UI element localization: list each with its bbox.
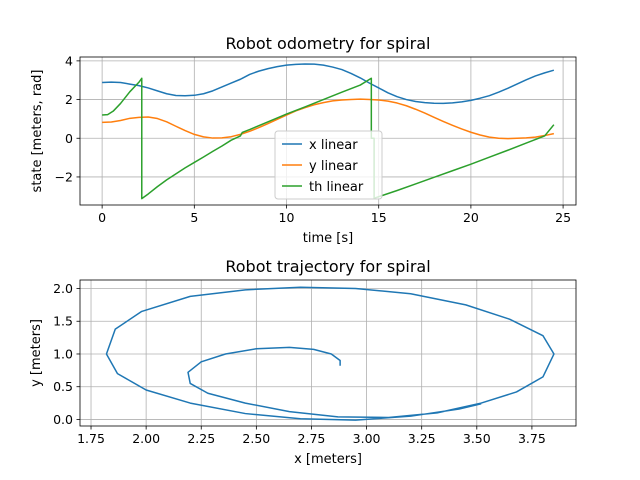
odometry-series-th-linear	[102, 77, 555, 200]
trajectory-title: Robot trajectory for spiral	[225, 257, 430, 276]
odometry-legend: x linear y linear th linear	[274, 130, 383, 200]
odometry-ytick-label: 4	[65, 53, 73, 68]
trajectory-ytick-label: 0.0	[53, 412, 73, 427]
odometry-xtick-label: 5	[190, 210, 198, 225]
trajectory-ytick-label: 0.5	[53, 379, 73, 394]
odometry-xtick-label: 25	[555, 210, 571, 225]
odometry-axes: 0 5 10 15 20 25 −2 0 2 4 Robot odometry for spira…	[30, 34, 577, 246]
odometry-xtick-label: 20	[463, 210, 479, 225]
trajectory-ytick-label: 2.0	[53, 281, 73, 296]
legend-label-x-linear: x linear	[309, 138, 358, 153]
odometry-axes-frame	[79, 56, 577, 206]
legend-label-y-linear: y linear	[309, 159, 358, 174]
trajectory-ytick-label: 1.0	[53, 346, 73, 361]
trajectory-xtick-label: 3.00	[353, 431, 381, 446]
odometry-series-group	[102, 63, 555, 200]
trajectory-xtick-label: 2.25	[187, 431, 215, 446]
trajectory-xtick-label: 3.50	[463, 431, 491, 446]
trajectory-series-group	[105, 286, 555, 421]
odometry-xtick-label: 0	[98, 210, 106, 225]
trajectory-axes: 1.75 2.00 2.25 2.50 2.75 3.00 3.25 3.50 3.75 0.0 0…	[29, 257, 577, 467]
odometry-ytick-label: 2	[65, 92, 73, 107]
odometry-xtick-label: 15	[371, 210, 387, 225]
trajectory-ytick-label: 1.5	[53, 314, 73, 329]
trajectory-xtick-label: 2.00	[132, 431, 160, 446]
trajectory-xtick-label: 2.75	[298, 431, 326, 446]
trajectory-ticks: 1.75 2.00 2.25 2.50 2.75 3.00 3.25 3.50 3.75 0.0 0…	[53, 281, 546, 446]
odometry-xlabel: time [s]	[303, 231, 353, 246]
legend-box	[274, 130, 383, 200]
odometry-title: Robot odometry for spiral	[226, 34, 431, 53]
trajectory-xtick-label: 3.75	[518, 431, 546, 446]
trajectory-grid	[80, 280, 576, 426]
odometry-ytick-label: 0	[65, 131, 73, 146]
trajectory-ylabel: y [meters]	[29, 319, 44, 387]
legend-label-th-linear: th linear	[309, 180, 364, 195]
trajectory-xtick-label: 3.25	[408, 431, 436, 446]
odometry-ytick-label: −2	[55, 169, 73, 184]
trajectory-xtick-label: 1.75	[77, 431, 105, 446]
odometry-xtick-label: 10	[279, 210, 295, 225]
odometry-ylabel: state [meters, rad]	[30, 70, 45, 193]
odometry-series-y-linear	[102, 98, 555, 140]
trajectory-axes-frame	[79, 279, 577, 427]
odometry-series-x-linear	[102, 63, 555, 105]
trajectory-xtick-label: 2.50	[242, 431, 270, 446]
trajectory-series-path	[105, 286, 555, 421]
odometry-ticks: 0 5 10 15 20 25 −2 0 2 4	[55, 53, 571, 225]
trajectory-xlabel: x [meters]	[294, 452, 362, 467]
